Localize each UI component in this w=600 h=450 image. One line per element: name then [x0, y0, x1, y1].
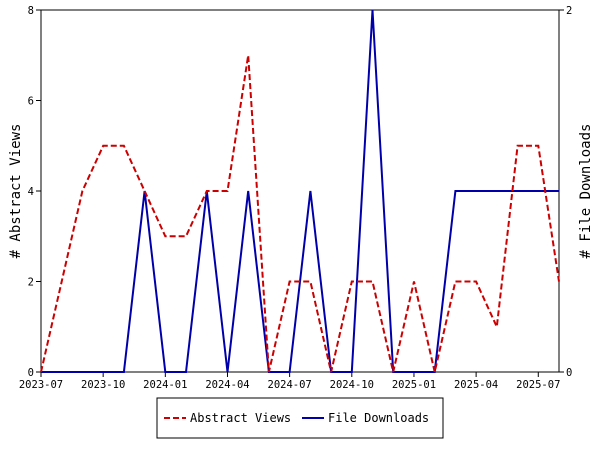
y-left-tick-label: 0: [28, 367, 34, 379]
y-left-tick-label: 6: [28, 96, 34, 108]
y-left-tick-label: 8: [28, 5, 34, 17]
x-tick-label: 2025-07: [516, 379, 560, 391]
x-tick-label: 2025-01: [392, 379, 436, 391]
x-tick-label: 2024-07: [268, 379, 312, 391]
y-left-tick-label: 2: [28, 277, 34, 289]
x-tick-label: 2023-07: [19, 379, 63, 391]
legend-entry-file-downloads-label: File Downloads: [328, 411, 429, 425]
y-left-axis-title: # Abstract Views: [8, 124, 24, 259]
y-left-tick-label: 4: [28, 186, 34, 198]
x-tick-label: 2024-01: [143, 379, 187, 391]
x-tick-label: 2025-04: [454, 379, 498, 391]
series-line-file-downloads: [41, 9, 559, 373]
x-tick-label: 2023-10: [81, 379, 125, 391]
y-right-tick-label: 2: [566, 5, 572, 17]
legend-box: [156, 397, 444, 439]
y-right-axis-title: # File Downloads: [578, 124, 594, 259]
x-tick-label: 2024-04: [205, 379, 249, 391]
y-right-tick-label: 0: [566, 367, 572, 379]
series-line-abstract-views: [40, 55, 560, 373]
legend-entry-abstract-views-label: Abstract Views: [190, 411, 291, 425]
x-tick-label: 2024-10: [330, 379, 374, 391]
